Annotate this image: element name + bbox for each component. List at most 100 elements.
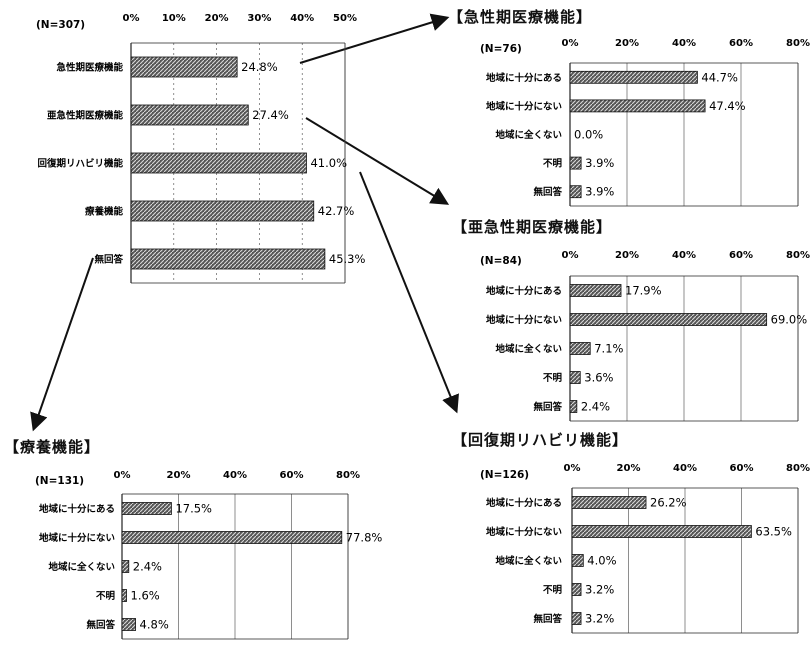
- bar: [569, 284, 622, 297]
- category-label: 急性期医療機能: [56, 62, 123, 74]
- category-label: 地域に全くない: [495, 555, 562, 567]
- tick-label: 20%: [205, 13, 229, 24]
- bar: [571, 612, 582, 625]
- value-label: 26.2%: [650, 496, 687, 510]
- value-label: 63.5%: [755, 525, 792, 539]
- bar: [130, 104, 249, 126]
- category-label: 不明: [543, 159, 563, 170]
- connector-arrows: [30, 13, 459, 432]
- chart-ltc: (N=131) 0% 20% 40% 60% 80% 地域に十分にある 17.5% 地域に十分に…: [35, 470, 383, 640]
- category-label: 地域に全くない: [48, 561, 115, 573]
- value-label: 42.7%: [318, 204, 355, 218]
- bar: [571, 525, 752, 538]
- category-label: 地域に十分にある: [39, 503, 115, 515]
- chart-title-subacute: 【亜急性期医療機能】: [452, 218, 613, 236]
- category-label: 地域に十分にある: [486, 497, 562, 509]
- bar: [130, 248, 326, 270]
- n-label: (N=76): [480, 43, 522, 55]
- category-label: 亜急性期医療機能: [47, 110, 124, 122]
- tick-label: 20%: [615, 250, 639, 261]
- tick-label: 80%: [786, 250, 810, 261]
- tick-label: 20%: [167, 470, 191, 481]
- tick-label: 40%: [672, 250, 696, 261]
- bar: [121, 531, 343, 544]
- tick-label: 60%: [730, 463, 754, 474]
- n-label: (N=307): [36, 19, 85, 31]
- value-label: 45.3%: [329, 252, 366, 266]
- tick-label: 40%: [290, 13, 314, 24]
- tick-label: 20%: [617, 463, 641, 474]
- chart-subacute: (N=84) 0% 20% 40% 60% 80% 地域に十分にある 17.9% 地域に十分にな…: [480, 250, 810, 422]
- bar: [569, 371, 581, 384]
- connector-arrow: [30, 257, 94, 432]
- n-label: (N=131): [35, 475, 84, 487]
- tick-label: 0%: [564, 463, 581, 474]
- category-label: 無回答: [533, 401, 562, 413]
- bar: [130, 200, 315, 222]
- category-label: 地域に全くない: [495, 343, 562, 355]
- bar: [569, 400, 578, 413]
- value-label: 17.5%: [175, 502, 212, 516]
- value-label: 2.4%: [133, 560, 162, 574]
- bar: [569, 342, 591, 355]
- connector-arrow: [299, 13, 450, 64]
- category-label: 地域に十分にない: [486, 526, 562, 538]
- tick-label: 0%: [123, 13, 140, 24]
- tick-label: 50%: [333, 13, 357, 24]
- chart-main: (N=307) 0% 10% 20% 30% 40% 50% 急性期医療機能 24.8% 亜急性期…: [36, 13, 366, 284]
- bar: [569, 99, 706, 113]
- chart-title-ltc: 【療養機能】: [4, 438, 101, 456]
- value-label: 4.0%: [587, 554, 616, 568]
- value-label: 27.4%: [252, 108, 289, 122]
- category-label: 療養機能: [85, 206, 124, 218]
- value-label: 1.6%: [131, 589, 160, 603]
- tick-label: 80%: [786, 463, 810, 474]
- value-label: 0.0%: [574, 128, 603, 142]
- value-label: 3.2%: [585, 583, 614, 597]
- bar: [121, 618, 136, 631]
- bar: [569, 156, 582, 170]
- value-label: 47.4%: [709, 99, 746, 113]
- value-label: 41.0%: [310, 156, 347, 170]
- bar: [130, 152, 307, 174]
- category-label: 地域に十分にない: [39, 532, 115, 544]
- tick-label: 0%: [562, 38, 579, 49]
- bar: [121, 589, 127, 602]
- chart-recovery: (N=126) 0% 20% 40% 60% 80% 地域に十分にある 26.2% 地域に十分に…: [480, 463, 810, 634]
- category-label: 地域に十分にある: [486, 285, 562, 297]
- value-label: 24.8%: [241, 60, 278, 74]
- bar: [569, 185, 582, 199]
- chart-title-acute: 【急性期医療機能】: [448, 8, 593, 26]
- category-label: 地域に十分にない: [486, 100, 562, 112]
- tick-label: 60%: [729, 38, 753, 49]
- value-label: 3.2%: [585, 612, 614, 626]
- bar: [571, 583, 582, 596]
- tick-label: 80%: [786, 38, 810, 49]
- category-label: 地域に十分にある: [486, 72, 562, 84]
- bar: [121, 560, 130, 573]
- category-label: 無回答: [533, 613, 562, 625]
- bar: [571, 496, 647, 509]
- tick-label: 0%: [562, 250, 579, 261]
- tick-label: 60%: [280, 470, 304, 481]
- category-label: 不明: [543, 373, 563, 384]
- category-label: 不明: [96, 591, 116, 602]
- value-label: 4.8%: [140, 618, 169, 632]
- tick-label: 40%: [673, 463, 697, 474]
- value-label: 77.8%: [346, 531, 383, 545]
- connector-arrow: [305, 117, 450, 205]
- bar: [121, 502, 172, 515]
- connector-arrow: [359, 171, 459, 414]
- tick-label: 40%: [223, 470, 247, 481]
- bar: [130, 56, 238, 78]
- n-label: (N=126): [480, 469, 529, 481]
- tick-label: 0%: [114, 470, 131, 481]
- bar: [569, 70, 698, 84]
- tick-label: 40%: [672, 38, 696, 49]
- tick-label: 10%: [162, 13, 186, 24]
- value-label: 44.7%: [701, 70, 738, 84]
- bar: [569, 313, 768, 326]
- category-label: 無回答: [94, 254, 123, 266]
